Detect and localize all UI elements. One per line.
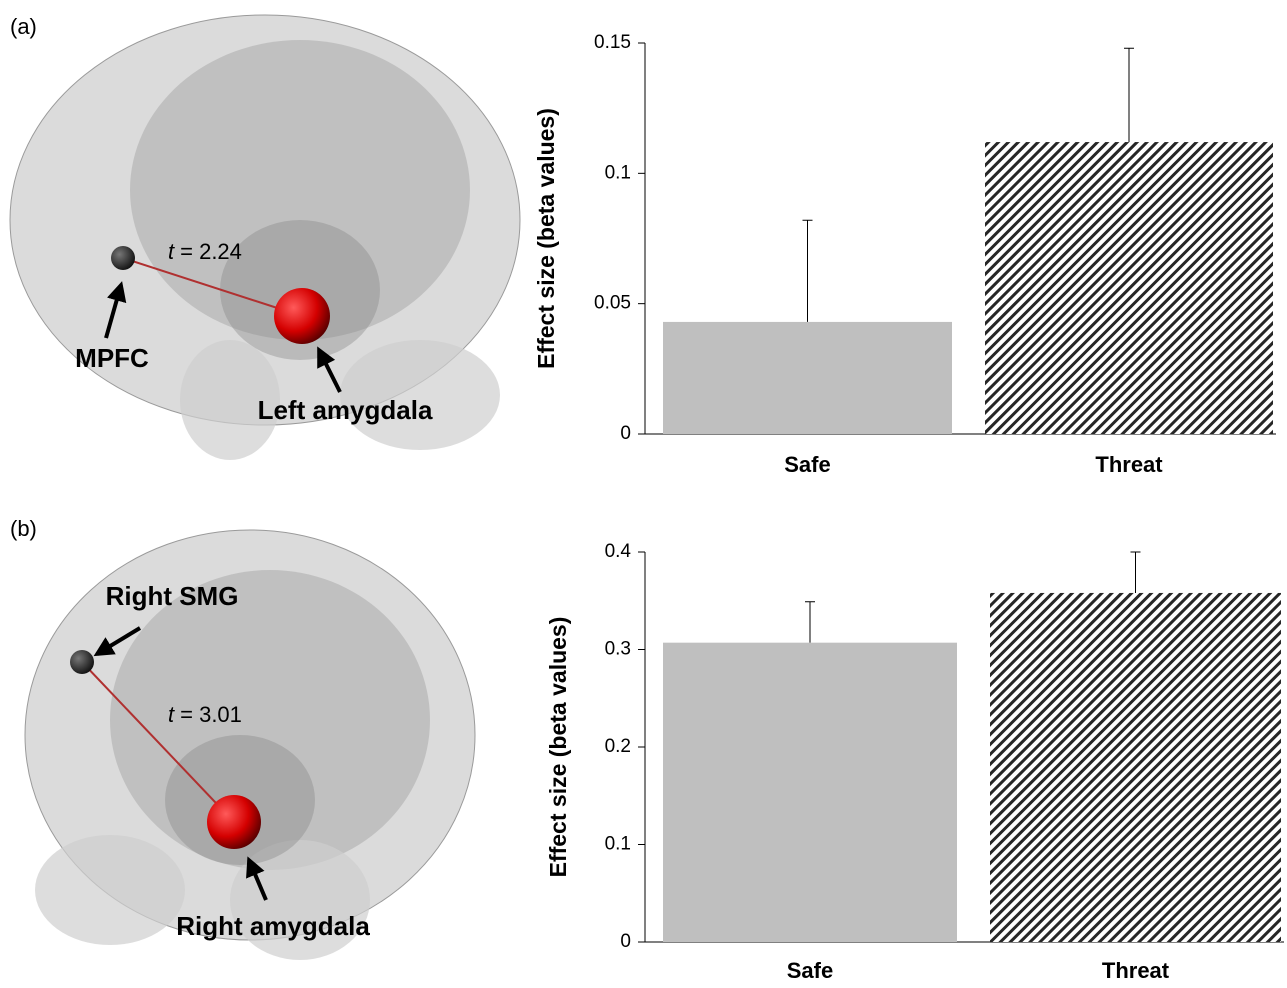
error-bar: [1130, 551, 1141, 593]
node: [274, 288, 330, 344]
brain-a: [9, 14, 521, 460]
connection: [81, 661, 235, 823]
stat-symbol: t: [168, 702, 175, 727]
error-bar: [805, 601, 815, 643]
region-label: MPFC: [75, 343, 149, 373]
stat-label: t = 3.01: [168, 702, 242, 727]
x-tick-label: Threat: [1102, 958, 1170, 983]
bar: [990, 592, 1281, 942]
y-tick-label: 0.1: [605, 834, 631, 855]
y-tick-label: 0.3: [605, 639, 631, 660]
arrow: [246, 856, 268, 901]
error-bar: [802, 219, 813, 322]
panel-label: (a): [10, 14, 37, 39]
y-tick-label: 0.05: [594, 293, 631, 314]
y-tick-label: 0.15: [594, 32, 631, 53]
y-tick-label: 0.1: [605, 162, 631, 183]
y-tick-label: 0: [620, 931, 631, 952]
bar: [663, 321, 952, 434]
stat-value: = 3.01: [180, 702, 242, 727]
node: [207, 795, 261, 849]
y-axis-title: Effect size (beta values): [545, 617, 571, 878]
arrow: [104, 281, 127, 339]
y-tick-label: 0: [620, 423, 631, 444]
x-tick-label: Threat: [1095, 452, 1163, 477]
error-bar: [1124, 47, 1134, 143]
y-axis-title: Effect size (beta values): [533, 108, 559, 369]
stat-symbol: t: [168, 239, 175, 264]
stat-label: t = 2.24: [168, 239, 242, 264]
x-tick-label: Safe: [784, 452, 830, 477]
region-label: Right SMG: [106, 581, 239, 611]
panel-label: (b): [10, 516, 37, 541]
node: [111, 246, 135, 270]
bar: [985, 142, 1273, 434]
y-tick-label: 0.2: [605, 736, 631, 757]
region-label: Right amygdala: [176, 911, 370, 941]
arrow: [93, 626, 142, 657]
connection: [122, 257, 303, 317]
x-tick-label: Safe: [787, 958, 833, 983]
region-label: Left amygdala: [258, 395, 433, 425]
brain-b: [24, 529, 476, 960]
stat-value: = 2.24: [180, 239, 242, 264]
bar: [663, 642, 957, 942]
node: [70, 650, 94, 674]
y-tick-label: 0.4: [605, 541, 632, 562]
arrow: [317, 346, 342, 393]
